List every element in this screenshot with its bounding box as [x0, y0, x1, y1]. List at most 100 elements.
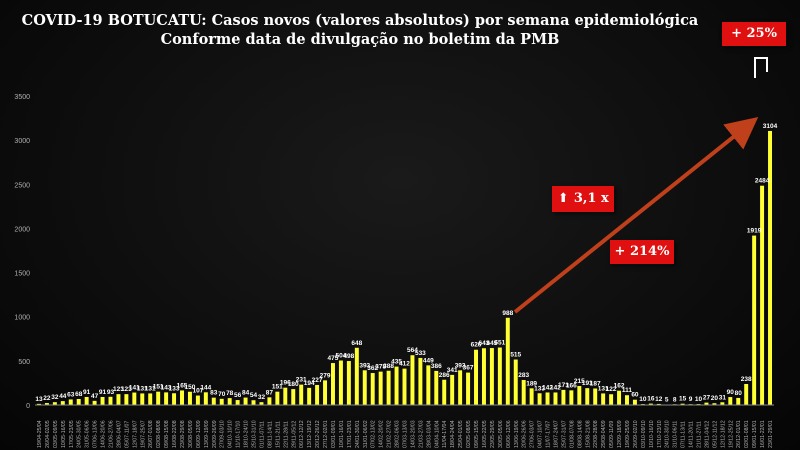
- x-tick-label: 26/07-01/08: [148, 420, 154, 448]
- up-arrow-icon: ⬆: [557, 191, 569, 206]
- value-label: 341: [447, 367, 458, 374]
- bar: [545, 392, 550, 405]
- value-label: 12: [655, 396, 663, 403]
- value-label: 68: [75, 391, 83, 398]
- value-label: 22: [43, 395, 51, 402]
- factor-badge: ⬆ 3,1 x: [552, 186, 614, 212]
- bar: [331, 363, 335, 405]
- x-tick-label: 12/07-18/07: [132, 420, 138, 448]
- bar: [569, 390, 574, 405]
- bar: [394, 366, 399, 405]
- x-tick-label: 06/09-12/09: [196, 420, 202, 448]
- x-tick-label: 07/03-13/03: [403, 420, 409, 448]
- x-tick-label: 14/03-20/03: [410, 420, 416, 448]
- bar: [243, 397, 248, 405]
- value-label: 533: [415, 350, 426, 357]
- x-tick-label: 02/01-08/01: [744, 420, 750, 448]
- value-label: 388: [383, 363, 394, 370]
- bar: [680, 403, 685, 405]
- bar: [283, 387, 288, 405]
- bar: [299, 384, 304, 405]
- x-tick-label: 29/08-04/09: [601, 420, 607, 448]
- increase-214-badge: + 214%: [610, 240, 674, 264]
- bar: [211, 397, 216, 405]
- value-label: 651: [494, 340, 505, 347]
- value-label: 47: [91, 393, 99, 400]
- x-tick-label: 03/01-09/01: [331, 420, 337, 448]
- y-tick-label: 2500: [14, 182, 30, 189]
- value-label: 123: [113, 386, 124, 393]
- bar: [164, 392, 169, 405]
- x-tick-label: 07/02-13/02: [371, 420, 377, 448]
- value-label: 131: [145, 385, 156, 392]
- x-tick-label: 10/05-16/05: [61, 420, 67, 448]
- x-tick-label: 20/09-26/09: [212, 420, 218, 448]
- bar: [474, 349, 478, 405]
- bar: [577, 386, 582, 405]
- bar: [704, 402, 709, 405]
- value-label: 93: [107, 389, 115, 396]
- bar: [275, 391, 280, 405]
- value-label: 32: [51, 394, 59, 401]
- bar: [354, 347, 359, 405]
- value-label: 988: [502, 310, 513, 317]
- value-label: 133: [534, 385, 545, 392]
- bar: [497, 347, 502, 405]
- x-tick-label: 07/06-13/06: [93, 420, 99, 448]
- bar: [203, 392, 208, 405]
- value-label: 564: [407, 347, 418, 354]
- x-tick-label: 30/05-05/06: [498, 420, 504, 448]
- value-label: 162: [614, 383, 625, 390]
- value-label: 180: [288, 381, 299, 388]
- value-label: 27: [703, 395, 711, 402]
- x-tick-label: 24/05-30/05: [77, 420, 83, 448]
- x-tick-label: 15/08-21/08: [585, 420, 591, 448]
- bar: [378, 371, 383, 405]
- value-label: 16: [647, 396, 655, 403]
- value-label: 283: [518, 372, 529, 379]
- x-tick-label: 21/02-27/02: [387, 420, 393, 448]
- bar: [426, 365, 431, 405]
- bar: [648, 403, 653, 405]
- y-axis: 0 500 1000 1500 2000 2500 3000 3500: [14, 94, 30, 410]
- bar: [434, 370, 439, 405]
- x-tick-label: 31/05-06/06: [85, 420, 91, 448]
- value-label: 131: [598, 385, 609, 392]
- value-label: 133: [169, 385, 180, 392]
- value-label: 9: [689, 396, 693, 403]
- value-label: 32: [258, 394, 266, 401]
- value-label: 150: [185, 384, 196, 391]
- x-tick-label: 07/11-13/11: [681, 421, 687, 448]
- x-tick-label: 25/04-01/05: [458, 420, 464, 448]
- value-label: 362: [367, 365, 378, 372]
- bar: [187, 391, 192, 405]
- value-label: 393: [359, 362, 370, 369]
- bar: [338, 360, 343, 405]
- bar: [251, 400, 256, 405]
- value-label: 123: [121, 386, 132, 393]
- value-label: 63: [67, 391, 75, 398]
- bar: [52, 402, 57, 405]
- x-tick-label: 04/10-10/10: [228, 420, 234, 448]
- bar: [553, 392, 558, 405]
- value-label: 515: [510, 352, 521, 359]
- x-tick-label: 13/06-19/06: [514, 420, 520, 448]
- x-tick-label: 28/11-04/12: [704, 421, 710, 448]
- increase-25-badge: + 25%: [722, 22, 786, 46]
- bar: [561, 389, 566, 405]
- bar: [744, 383, 749, 405]
- bar: [68, 399, 73, 405]
- x-tick-label: 11/07-17/07: [546, 421, 552, 448]
- x-tick-label: 22/11-28/11: [283, 421, 289, 448]
- bar: [92, 400, 97, 405]
- x-tick-label: 11/04-17/04: [442, 421, 448, 448]
- bar: [513, 359, 518, 405]
- x-tick-label: 30/08-05/09: [188, 420, 194, 448]
- x-tick-label: 15/11-21/11: [275, 421, 281, 448]
- value-label: 60: [631, 392, 639, 399]
- bar: [370, 373, 375, 405]
- value-label: 475: [328, 355, 339, 362]
- value-label: 165: [177, 382, 188, 389]
- bar: [410, 355, 415, 405]
